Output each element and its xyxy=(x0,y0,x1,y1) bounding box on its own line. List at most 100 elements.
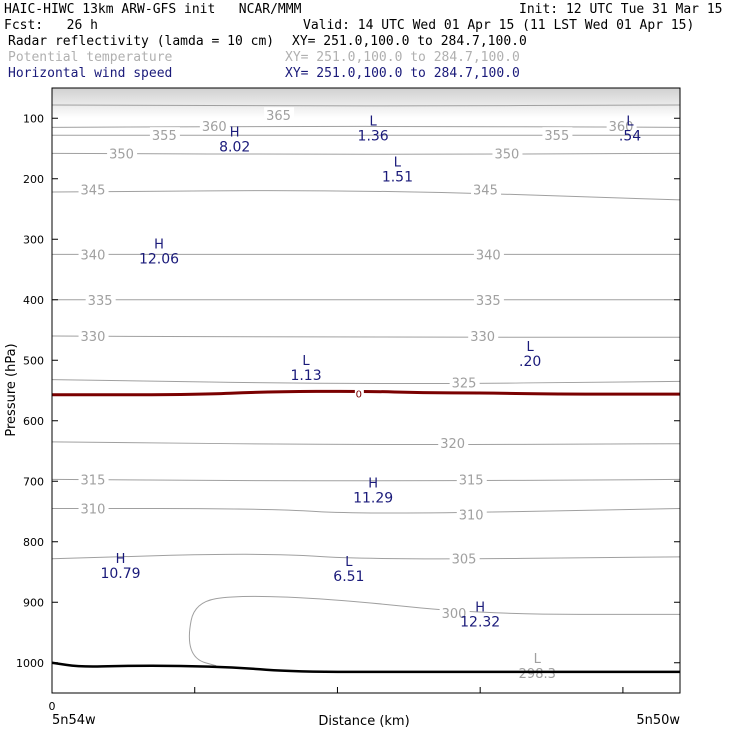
wind-extremum-value: 12.06 xyxy=(139,251,179,267)
field-theta-label: Potential temperature xyxy=(8,50,173,65)
theta-contour-label: 305 xyxy=(452,553,477,568)
wind-extremum-letter: H xyxy=(230,125,240,140)
theta-contour-label: 335 xyxy=(476,294,501,309)
theta-contour-345 xyxy=(51,190,681,201)
wind-extremum-letter: L xyxy=(345,555,353,570)
y-tick-label: 500 xyxy=(23,354,44,367)
theta-contour-325 xyxy=(51,379,681,385)
terrain-line xyxy=(51,661,680,674)
theta-label-bg xyxy=(264,107,295,123)
wind-extremum-letter: H xyxy=(368,476,378,491)
field-wind-label: Horizontal wind speed xyxy=(8,66,173,81)
theta-label-bg xyxy=(78,500,109,516)
wind-extremum-value: 11.29 xyxy=(353,490,393,506)
field-radar-label: Radar reflectivity (lamda = 10 cm) xyxy=(8,34,275,49)
wind-extremum-value: 1.36 xyxy=(358,129,389,145)
field-theta-xy: XY= 251.0,100.0 to 284.7,100.0 xyxy=(285,50,520,65)
theta-contour-label: 335 xyxy=(88,294,113,309)
theta-contour-label: 310 xyxy=(459,509,484,524)
theta-label-bg xyxy=(78,181,109,197)
top-contour-band xyxy=(52,88,680,118)
theta-label-bg xyxy=(199,118,230,134)
wind-extremum-letter: H xyxy=(154,237,164,252)
theta-contour-label: 325 xyxy=(452,377,477,392)
wind-extremum-value: 1.13 xyxy=(290,368,321,384)
theta-label-bg xyxy=(471,181,502,197)
wind-extremum-letter: L xyxy=(527,340,535,355)
freezing-level-line xyxy=(52,389,680,397)
theta-label-bg xyxy=(456,471,487,487)
field-radar-xy: XY= 251.0,100.0 to 284.7,100.0 xyxy=(292,34,527,49)
wind-extremum-letter: L xyxy=(370,115,378,130)
theta-contour-label: 300 xyxy=(442,607,467,622)
forecast-hour: Fcst: 26 h xyxy=(4,18,98,33)
y-tick-label: 600 xyxy=(23,415,44,428)
theta-label-bg xyxy=(78,328,109,344)
y-tick-label: 1000 xyxy=(16,657,44,670)
theta-extremum-value: 298.3 xyxy=(519,667,556,682)
theta-extremum-letter: L xyxy=(534,652,542,667)
y-axis-label: Pressure (hPa) xyxy=(4,343,19,436)
theta-contour-360 xyxy=(51,125,681,128)
theta-contour-label: 330 xyxy=(470,330,495,345)
y-tick-label: 300 xyxy=(23,233,44,246)
wind-extremum-value: .54 xyxy=(619,129,641,145)
y-tick-label: 800 xyxy=(23,536,44,549)
theta-contour-label: 340 xyxy=(476,248,501,263)
y-tick-label: 400 xyxy=(23,294,44,307)
wind-extremum-letter: H xyxy=(475,600,485,615)
theta-contour-315 xyxy=(51,478,681,482)
wind-extremum-value: 12.32 xyxy=(460,614,500,630)
theta-label-bg xyxy=(449,374,480,390)
model-title: HAIC-HIWC 13km ARW-GFS init NCAR/MMM xyxy=(4,2,302,17)
theta-label-bg xyxy=(85,291,116,307)
wind-extremum-letter: H xyxy=(116,552,126,567)
wind-extremum-value: 10.79 xyxy=(100,566,140,582)
theta-contour-310 xyxy=(52,507,681,514)
theta-contour-label: 345 xyxy=(473,184,498,199)
theta-label-bg xyxy=(439,605,470,621)
wind-extremum-value: .20 xyxy=(519,354,541,370)
theta-contour-label: 315 xyxy=(459,473,484,488)
plot-frame xyxy=(51,87,681,694)
y-tick-label: 700 xyxy=(23,475,44,488)
wind-extremum-letter: L xyxy=(394,156,402,171)
y-tick-label: 900 xyxy=(23,596,44,609)
theta-contour-label: 315 xyxy=(81,473,106,488)
theta-contour-label: 320 xyxy=(440,437,465,452)
theta-label-bg xyxy=(468,328,499,344)
theta-contour-365 xyxy=(51,104,681,107)
x-tick-label-0: 0 xyxy=(49,700,56,713)
x-left-endpoint-label: 5n54w xyxy=(52,713,96,728)
theta-contour-350 xyxy=(51,152,681,155)
theta-contour-label: 360 xyxy=(202,120,227,135)
wind-extremum-value: 1.51 xyxy=(382,170,413,186)
theta-contour-label: 360 xyxy=(609,120,634,135)
theta-label-bg xyxy=(449,550,480,566)
wind-extremum-letter: L xyxy=(626,115,634,130)
theta-label-bg xyxy=(78,246,109,262)
y-tick-label: 100 xyxy=(23,112,44,125)
theta-label-bg xyxy=(78,471,109,487)
theta-label-bg xyxy=(107,145,138,161)
theta-label-bg xyxy=(456,506,487,522)
freezing-label-bg xyxy=(354,387,364,399)
theta-contour-label: 345 xyxy=(81,184,106,199)
theta-contour-330 xyxy=(51,335,680,338)
x-right-endpoint-label: 5n50w xyxy=(636,713,680,728)
wind-extremum-value: 8.02 xyxy=(219,139,250,155)
theta-contour-305 xyxy=(51,553,681,560)
theta-contour-label: 365 xyxy=(266,109,291,124)
theta-contour-320 xyxy=(51,441,681,446)
theta-contour-label: 350 xyxy=(109,147,134,162)
theta-label-bg xyxy=(473,246,504,262)
theta-label-bg xyxy=(606,118,637,134)
theta-label-bg xyxy=(542,127,573,143)
theta-contour-label: 355 xyxy=(544,129,569,144)
theta-label-bg xyxy=(473,291,504,307)
theta-contour-label: 340 xyxy=(81,248,106,263)
freezing-level-label: 0 xyxy=(356,390,362,401)
y-tick-label: 200 xyxy=(23,173,44,186)
theta-contour-300 xyxy=(188,595,680,667)
